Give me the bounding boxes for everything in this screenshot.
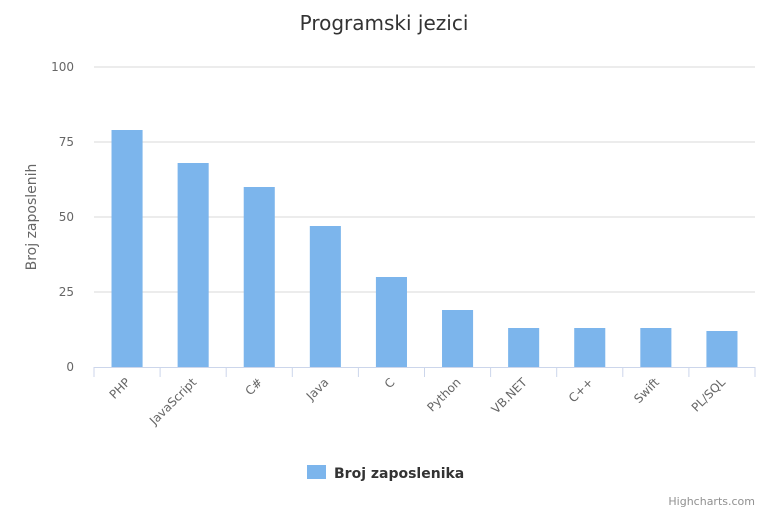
y-tick-label: 0 (66, 360, 74, 374)
bar-php[interactable] (111, 130, 143, 367)
y-tick-label: 75 (59, 135, 74, 149)
bar-pl-sql[interactable] (706, 331, 738, 367)
y-axis-ticks: 0 25 50 75 100 (51, 60, 74, 374)
x-tick-label: Java (303, 375, 332, 404)
x-tick-label: PL/SQL (689, 375, 729, 415)
y-tick-label: 50 (59, 210, 74, 224)
bar-javascript[interactable] (177, 163, 209, 367)
x-tick-label: C (382, 375, 398, 391)
x-tick-label: JavaScript (146, 375, 199, 428)
legend-swatch[interactable] (307, 465, 326, 479)
x-tick-label: Python (424, 375, 463, 414)
y-axis-title: Broj zaposlenih (24, 164, 40, 271)
y-tick-label: 25 (59, 285, 74, 299)
bar-vb-net[interactable] (508, 328, 540, 367)
x-tick-label: C# (242, 375, 265, 398)
bar-java[interactable] (309, 226, 341, 367)
bar-python[interactable] (442, 310, 474, 367)
x-tick-label: PHP (107, 375, 134, 402)
x-axis-ticks: PHP JavaScript C# Java C Python VB.NET C++ Swift… (93, 367, 756, 428)
bar-swift[interactable] (640, 328, 672, 367)
x-tick-label: Swift (631, 375, 662, 406)
x-tick-label: VB.NET (489, 375, 531, 417)
bars (111, 130, 738, 367)
bar-c-[interactable] (574, 328, 606, 367)
legend-label[interactable]: Broj zaposlenika (334, 466, 464, 482)
legend[interactable]: Broj zaposlenika (307, 465, 464, 482)
chart-title: Programski jezici (300, 11, 469, 35)
y-tick-label: 100 (51, 60, 74, 74)
x-tick-label: C++ (566, 375, 596, 405)
credits-link[interactable]: Highcharts.com (668, 495, 755, 508)
bar-c[interactable] (375, 277, 407, 367)
bar-c-[interactable] (243, 187, 275, 367)
